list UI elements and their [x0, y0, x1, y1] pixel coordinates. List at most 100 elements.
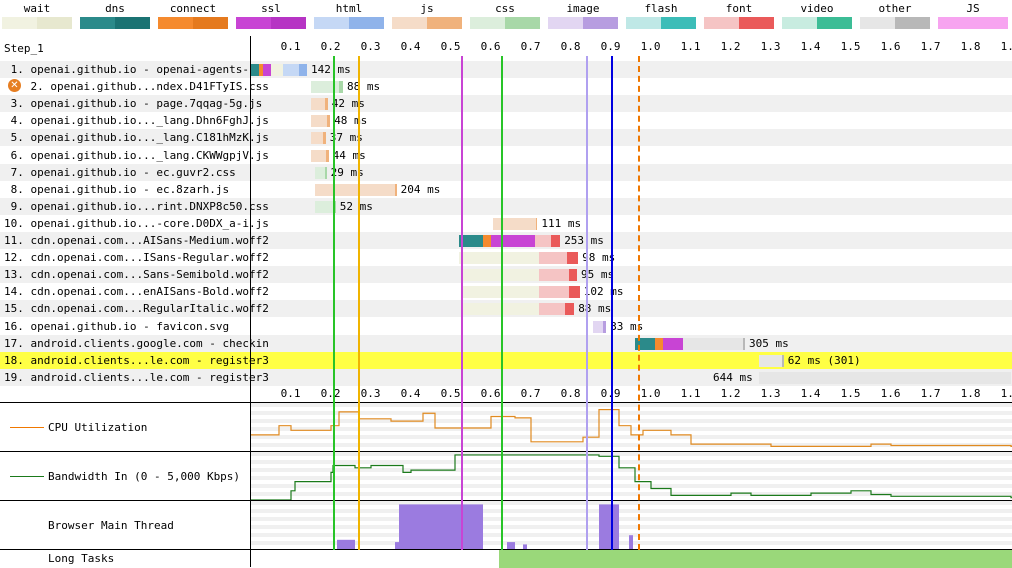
main-thread-activity — [337, 539, 355, 549]
tick-label: 1.8 — [960, 40, 981, 53]
request-label[interactable]: 13. cdn.openai.com...Sans-Semibold.woff2 — [4, 268, 269, 282]
request-bar[interactable] — [463, 269, 577, 282]
request-bar[interactable] — [315, 166, 327, 179]
request-row[interactable]: 18. android.clients...le.com - register3… — [0, 351, 1012, 369]
request-label[interactable]: 16. openai.github.io - favicon.svg — [4, 319, 230, 333]
grid-band — [251, 509, 1012, 513]
tick-label: 1.1 — [680, 40, 701, 53]
tick-label: 0.9 — [601, 387, 621, 400]
request-row[interactable]: 10. openai.github.io...-core.D0DX_a-i.js… — [0, 215, 1012, 232]
request-bar[interactable] — [463, 303, 575, 316]
request-duration: 95 ms — [581, 268, 615, 282]
tick-label: 1.7 — [920, 40, 941, 53]
request-bar[interactable] — [311, 115, 331, 128]
request-label[interactable]: 2. openai.github...ndex.D41FTyIS.css — [4, 80, 269, 94]
legend-label: dns — [105, 2, 125, 15]
request-bar[interactable] — [315, 183, 397, 196]
legend-swatch — [938, 17, 1008, 29]
request-row[interactable]: 15. cdn.openai.com...RegularItalic.woff2… — [0, 300, 1012, 318]
request-label[interactable]: 5. openai.github.io..._lang.C181hMzK.js — [4, 131, 269, 145]
legend-swatch — [2, 17, 72, 29]
request-bar[interactable] — [759, 371, 1011, 384]
request-bar[interactable] — [459, 235, 561, 247]
request-row[interactable]: 13. cdn.openai.com...Sans-Semibold.woff2… — [0, 266, 1012, 284]
tick-label: 1.3 — [760, 40, 781, 53]
step-label: Step_1 — [4, 42, 44, 55]
tick-label: 1.4 — [800, 40, 821, 53]
request-row[interactable]: 4. openai.github.io..._lang.Dhn6FghJ.js 4… — [0, 112, 1012, 129]
tick-label: 1.2 — [720, 387, 741, 400]
request-bar[interactable] — [459, 252, 579, 265]
tick-label: 1.7 — [920, 387, 941, 400]
request-bar[interactable] — [311, 98, 328, 111]
request-bar[interactable] — [759, 354, 784, 367]
legend-swatch — [704, 17, 774, 29]
grid-band — [251, 501, 1012, 505]
request-bar[interactable] — [311, 132, 326, 145]
request-duration: 644 ms — [713, 370, 753, 384]
request-label[interactable]: 1. openai.github.io - openai-agents-js/ — [4, 63, 269, 76]
grid-band — [251, 476, 1012, 480]
request-row[interactable]: 5. openai.github.io..._lang.C181hMzK.js 3… — [0, 129, 1012, 147]
request-bar[interactable] — [251, 64, 307, 76]
request-row[interactable]: 7. openai.github.io - ec.guvr2.css 29 ms — [0, 163, 1012, 181]
request-bar[interactable] — [311, 81, 343, 94]
request-bar[interactable] — [493, 217, 538, 230]
request-label[interactable]: 6. openai.github.io..._lang.CKWWgpjV.js — [4, 148, 269, 162]
tick-label: 1.6 — [880, 40, 901, 53]
request-label[interactable]: 10. openai.github.io...-core.D0DX_a-i.js — [4, 216, 269, 230]
request-duration: 305 ms — [749, 336, 789, 350]
tick-label: 0.5 — [440, 387, 461, 400]
request-row[interactable]: 17. android.clients.google.com - checkin… — [0, 334, 1012, 352]
request-row[interactable]: 8. openai.github.io - ec.8zarh.js 204 ms — [0, 181, 1012, 198]
event-marker-line — [611, 56, 613, 550]
legend-item-ssl: ssl — [234, 0, 308, 34]
request-row[interactable]: 14. cdn.openai.com...enAISans-Bold.woff2… — [0, 283, 1012, 300]
request-row[interactable]: 6. openai.github.io..._lang.CKWWgpjV.js 4… — [0, 147, 1012, 164]
request-duration: 111 ms — [541, 216, 582, 230]
legend-label: html — [335, 2, 363, 15]
tick-label: 0.6 — [480, 387, 501, 400]
grid-band — [251, 517, 1012, 521]
request-row[interactable]: 12. cdn.openai.com...ISans-Regular.woff2… — [0, 249, 1012, 266]
legend-swatch — [158, 17, 228, 29]
request-label[interactable]: 7. openai.github.io - ec.guvr2.css — [4, 165, 236, 179]
request-row[interactable]: 1. openai.github.io - openai-agents-js/1… — [0, 61, 1012, 78]
tick-label: 0.4 — [400, 40, 421, 53]
request-row[interactable]: 16. openai.github.io - favicon.svg 33 ms — [0, 318, 1012, 335]
request-label[interactable]: 11. cdn.openai.com...AISans-Medium.woff2 — [4, 234, 269, 247]
request-row[interactable]: ✕ 2. openai.github...ndex.D41FTyIS.css 88… — [0, 78, 1012, 95]
cpu-label: CPU Utilization — [48, 421, 148, 434]
legend-label: css — [495, 2, 515, 15]
request-label[interactable]: 4. openai.github.io..._lang.Dhn6FghJ.js — [4, 114, 269, 128]
request-bar[interactable] — [463, 286, 580, 299]
request-label[interactable]: 15. cdn.openai.com...RegularItalic.woff2 — [4, 302, 269, 316]
request-row[interactable]: 19. android.clients...le.com - register3… — [0, 368, 1012, 386]
request-label[interactable]: 8. openai.github.io - ec.8zarh.js — [4, 182, 230, 196]
legend-item-html: html — [312, 0, 386, 34]
request-row[interactable]: 3. openai.github.io - page.7qqag-5g.js 42… — [0, 95, 1012, 113]
request-duration: 204 ms — [400, 182, 441, 196]
grid-band — [251, 525, 1012, 529]
request-row[interactable]: 11. cdn.openai.com...AISans-Medium.woff2… — [0, 232, 1012, 249]
request-duration: 52 ms — [339, 199, 373, 213]
request-bar[interactable] — [635, 337, 745, 350]
request-label[interactable]: 18. android.clients...le.com - register3 — [4, 353, 269, 367]
request-label[interactable]: 9. openai.github.io...rint.DNXP8c50.css — [4, 199, 269, 213]
grid-band — [251, 452, 1012, 456]
request-bar[interactable] — [593, 320, 607, 333]
request-label[interactable]: 19. android.clients...le.com - register3 — [4, 370, 269, 384]
request-label[interactable]: 3. openai.github.io - page.7qqag-5g.js — [4, 97, 263, 111]
time-axis-top: 0.1 0.2 0.3 0.4 0.5 0.6 0.7 0.8 0.9 1.0 1.1 1.2 1.3 1… — [0, 40, 1012, 54]
request-bar[interactable] — [311, 149, 329, 162]
request-label[interactable]: 17. android.clients.google.com - checkin — [4, 336, 269, 350]
legend-swatch — [314, 17, 384, 29]
request-row[interactable]: 9. openai.github.io...rint.DNXP8c50.css 5… — [0, 197, 1012, 215]
request-label[interactable]: 14. cdn.openai.com...enAISans-Bold.woff2 — [4, 285, 269, 299]
legend-label: connect — [169, 2, 217, 15]
request-label[interactable]: 12. cdn.openai.com...ISans-Regular.woff2 — [4, 251, 269, 265]
request-duration: 29 ms — [330, 165, 364, 179]
grid-band — [251, 533, 1012, 537]
request-duration: 62 ms (301) — [787, 353, 861, 367]
grid-band — [251, 403, 1012, 407]
